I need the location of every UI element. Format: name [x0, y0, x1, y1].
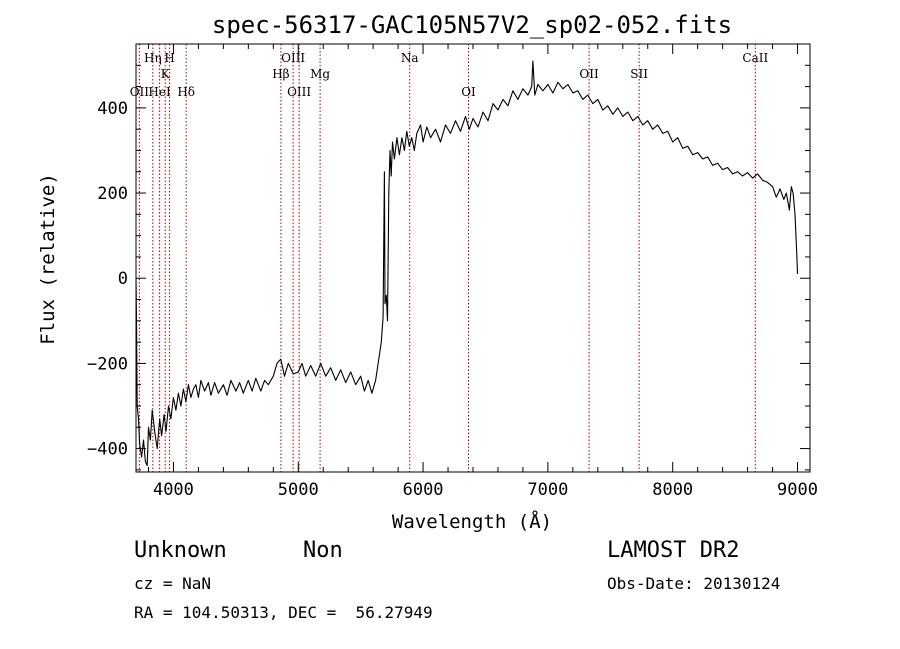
marker-label: OIII [287, 85, 311, 99]
y-tick-label: 0 [118, 269, 128, 289]
marker-label: OIII [281, 51, 305, 65]
marker-label: K [161, 67, 171, 81]
y-axis-label: Flux (relative) [37, 173, 59, 345]
x-tick-label: 9000 [777, 480, 818, 500]
chart-title: spec-56317-GAC105N57V2_sp02-052.fits [212, 11, 732, 39]
marker-label: OII [579, 67, 599, 81]
marker-label: Hη [144, 51, 162, 65]
survey-name: LAMOST DR2 [607, 538, 740, 563]
x-tick-label: 7000 [527, 480, 568, 500]
x-tick-label: 4000 [153, 480, 194, 500]
marker-label: Mg [310, 67, 330, 81]
y-tick-label: −400 [87, 440, 128, 460]
x-tick-label: 6000 [403, 480, 444, 500]
marker-label: CaII [742, 51, 768, 65]
plot-frame [135, 43, 811, 473]
x-tick-label: 8000 [652, 480, 693, 500]
x-tick-label: 5000 [278, 480, 319, 500]
spectrum-line [135, 60, 799, 467]
x-axis-label: Wavelength (Å) [392, 510, 552, 533]
marker-label: Hβ [272, 67, 289, 81]
y-tick-label: −200 [87, 354, 128, 374]
marker-label: HeI [148, 85, 171, 99]
emission-line-markers: OII Hη HeI KH Hδ Hβ OIII OIII Mg Na OI OII SII CaII [130, 44, 768, 472]
y-tick-label: 200 [97, 184, 128, 204]
marker-label: Hδ [177, 85, 195, 99]
plot-axes: 4000 5000 6000 7000 8000 9000 −400 −200 0 200 400 [87, 43, 818, 500]
marker-label: OI [461, 85, 476, 99]
marker-label: Na [401, 51, 419, 65]
marker-label: OII [130, 85, 150, 99]
redshift-value: cz = NaN [134, 574, 212, 593]
object-class: Unknown [134, 538, 227, 563]
marker-label: SII [630, 67, 648, 81]
y-tick-label: 400 [97, 99, 128, 119]
sky-coordinates: RA = 104.50313, DEC = 56.27949 [134, 603, 433, 622]
spectrum-series [135, 60, 799, 467]
marker-label: H [164, 51, 174, 65]
observation-date: Obs-Date: 20130124 [607, 574, 781, 593]
object-subclass: Non [303, 538, 343, 563]
